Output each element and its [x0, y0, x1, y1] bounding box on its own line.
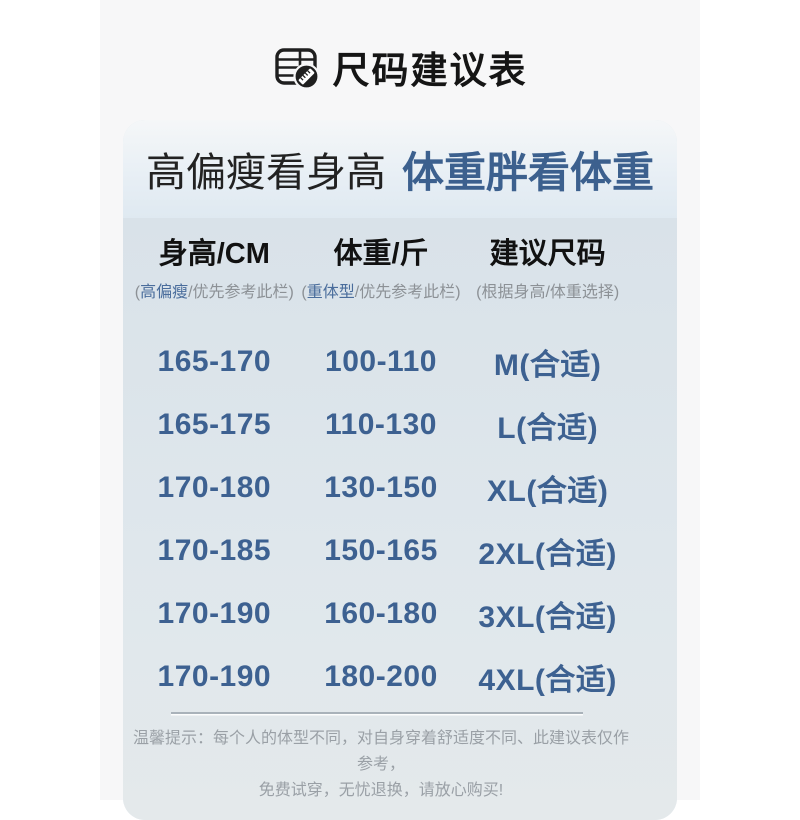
height-cell: 165-170: [157, 344, 272, 378]
page-title: 尺码建议表: [332, 50, 528, 91]
weight-cell: 100-110: [325, 344, 437, 378]
size-cell: 2XL(合适): [478, 537, 617, 571]
weight-cell: 130-150: [324, 470, 438, 504]
column-note-highlight: 重体型: [306, 284, 355, 301]
column-header-height: 身高/CM (高偏瘦/优先参考此栏): [131, 232, 298, 306]
banner-text-weight: 体重胖看体重: [401, 148, 654, 196]
footnote-line2: 免费试穿，无忧退换，请放心购买!: [258, 782, 504, 799]
size-cell: 4XL(合适): [478, 663, 617, 697]
size-chart-image: 尺码建议表 高偏瘦看身高 体重胖看体重 身高/CM (高偏瘦/优先参考此栏) 体…: [100, 0, 700, 820]
column-header-size: 建议尺码 (根据身高/体重选择): [464, 232, 631, 306]
table-row: 170-180 130-150 XL(合适): [131, 456, 631, 519]
size-cell: XL(合适): [487, 474, 609, 508]
table-header-row: 身高/CM (高偏瘦/优先参考此栏) 体重/斤 (重体型/优先参考此栏) 建议尺…: [131, 232, 631, 306]
content-column: 尺码建议表 高偏瘦看身高 体重胖看体重 身高/CM (高偏瘦/优先参考此栏) 体…: [100, 0, 700, 820]
weight-cell: 110-130: [325, 407, 437, 441]
banner: 高偏瘦看身高 体重胖看体重: [123, 120, 677, 218]
column-label: 体重/斤: [333, 238, 429, 270]
column-note: (根据身高/体重选择): [476, 284, 620, 301]
size-table: 身高/CM (高偏瘦/优先参考此栏) 体重/斤 (重体型/优先参考此栏) 建议尺…: [123, 218, 677, 820]
weight-cell: 180-200: [324, 659, 438, 693]
height-cell: 170-190: [157, 659, 272, 693]
table-row: 165-175 110-130 L(合适): [131, 393, 631, 456]
height-cell: 170-180: [157, 470, 272, 504]
column-note: (重体型/优先参考此栏): [301, 284, 461, 301]
table-body: 165-170 100-110 M(合适) 165-175 110-130 L(…: [131, 330, 631, 708]
page-header: 尺码建议表: [100, 0, 700, 92]
size-cell: M(合适): [493, 348, 602, 382]
height-cell: 165-175: [157, 407, 272, 441]
column-header-weight: 体重/斤 (重体型/优先参考此栏): [298, 232, 465, 306]
divider-line: [171, 712, 583, 714]
weight-cell: 160-180: [324, 596, 438, 630]
banner-text-height: 高偏瘦看身高: [145, 151, 386, 195]
column-label: 建议尺码: [489, 238, 606, 270]
column-note-highlight: 高偏瘦: [140, 284, 189, 301]
column-label: 身高/CM: [158, 238, 270, 270]
height-cell: 170-190: [157, 596, 272, 630]
footnote-line1: 温馨提示：每个人的体型不同，对自身穿着舒适度不同、此建议表仅作参考，: [132, 730, 629, 773]
table-row: 165-170 100-110 M(合适): [131, 330, 631, 393]
table-row: 170-190 160-180 3XL(合适): [131, 582, 631, 645]
table-row: 170-185 150-165 2XL(合适): [131, 519, 631, 582]
size-chart-card: 高偏瘦看身高 体重胖看体重 身高/CM (高偏瘦/优先参考此栏) 体重/斤 (重…: [123, 120, 677, 820]
size-cell: L(合适): [497, 411, 599, 445]
table-row: 170-190 180-200 4XL(合适): [131, 645, 631, 708]
column-note: (高偏瘦/优先参考此栏): [134, 284, 294, 301]
size-cell: 3XL(合适): [478, 600, 617, 634]
weight-cell: 150-165: [324, 533, 438, 567]
footnote: 温馨提示：每个人的体型不同，对自身穿着舒适度不同、此建议表仅作参考， 免费试穿，…: [131, 726, 631, 804]
height-cell: 170-185: [157, 533, 272, 567]
size-table-icon: [273, 43, 321, 91]
